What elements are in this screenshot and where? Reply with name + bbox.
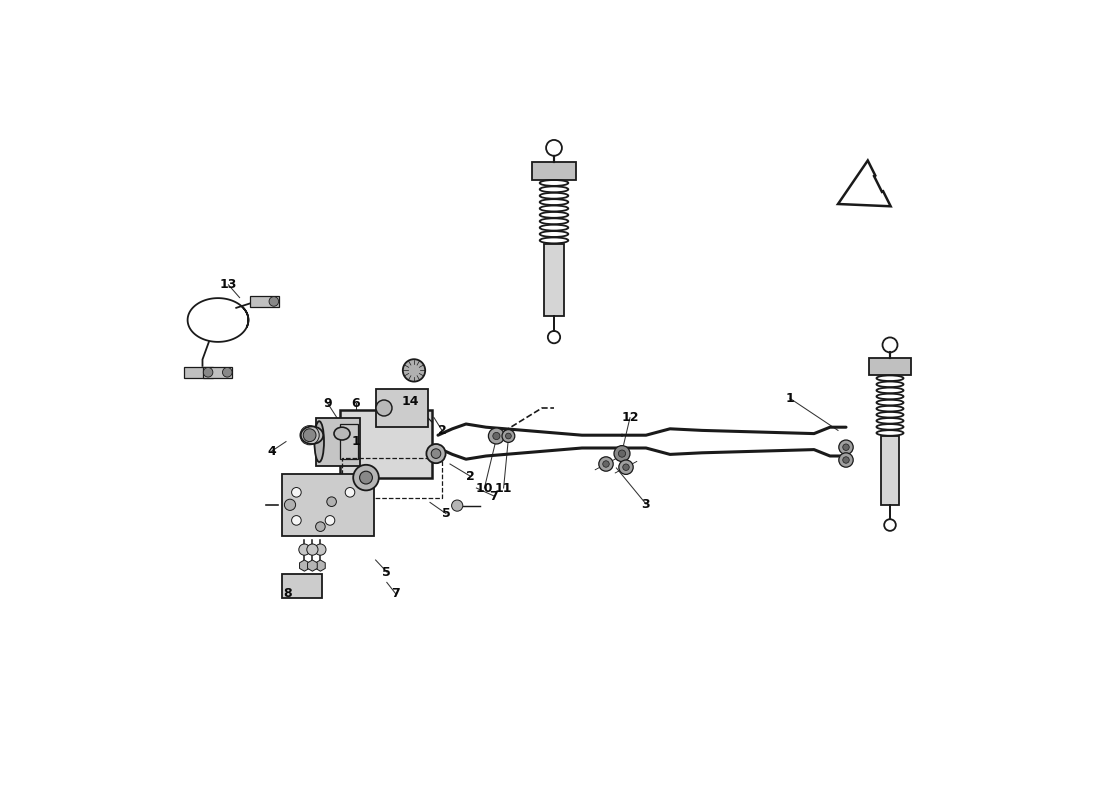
Circle shape <box>623 464 629 470</box>
Circle shape <box>292 515 301 525</box>
Ellipse shape <box>300 426 323 444</box>
Bar <box>881 436 900 505</box>
Circle shape <box>299 544 310 555</box>
Text: 6: 6 <box>351 397 360 410</box>
Text: 5: 5 <box>441 507 450 520</box>
Text: 1: 1 <box>785 392 794 405</box>
Text: 9: 9 <box>323 397 332 410</box>
Bar <box>282 474 374 536</box>
Circle shape <box>843 457 849 463</box>
Bar <box>250 296 278 307</box>
Circle shape <box>345 487 355 497</box>
Text: 4: 4 <box>267 445 276 458</box>
Text: 11: 11 <box>495 482 513 494</box>
Bar <box>406 370 421 376</box>
Circle shape <box>307 544 318 555</box>
Circle shape <box>403 359 426 382</box>
Circle shape <box>452 500 463 511</box>
Bar <box>316 418 360 466</box>
Circle shape <box>843 444 849 450</box>
Bar <box>342 458 442 498</box>
Text: 1: 1 <box>352 435 361 448</box>
Bar <box>869 358 911 375</box>
Circle shape <box>603 461 609 467</box>
Circle shape <box>304 429 316 442</box>
Bar <box>184 366 213 378</box>
Circle shape <box>427 444 446 463</box>
Circle shape <box>292 487 301 497</box>
Ellipse shape <box>334 427 350 440</box>
Circle shape <box>285 499 296 510</box>
Circle shape <box>353 465 378 490</box>
Circle shape <box>431 449 441 458</box>
Text: 3: 3 <box>641 498 650 510</box>
Text: 10: 10 <box>475 482 493 494</box>
Circle shape <box>619 460 634 474</box>
Circle shape <box>839 440 854 454</box>
Circle shape <box>376 400 392 416</box>
Circle shape <box>327 497 337 506</box>
Circle shape <box>839 453 854 467</box>
Circle shape <box>488 428 505 444</box>
Circle shape <box>360 471 373 484</box>
Circle shape <box>222 367 232 377</box>
Text: 2: 2 <box>465 470 474 482</box>
Text: 7: 7 <box>490 490 498 502</box>
Text: 13: 13 <box>220 278 238 291</box>
Text: 7: 7 <box>392 587 400 600</box>
Circle shape <box>316 522 326 531</box>
Bar <box>544 243 564 316</box>
Circle shape <box>326 515 334 525</box>
Text: 8: 8 <box>284 587 292 600</box>
Bar <box>532 162 576 180</box>
Circle shape <box>506 433 512 439</box>
Bar <box>204 366 232 378</box>
Circle shape <box>315 544 326 555</box>
Text: 5: 5 <box>383 566 392 578</box>
Circle shape <box>502 430 515 442</box>
Text: 2: 2 <box>438 424 447 437</box>
Text: 14: 14 <box>403 395 419 408</box>
Circle shape <box>618 450 626 458</box>
Text: 12: 12 <box>621 411 639 424</box>
Bar <box>282 574 322 598</box>
Circle shape <box>493 432 500 440</box>
Circle shape <box>270 297 278 306</box>
Ellipse shape <box>315 421 324 462</box>
Bar <box>340 424 359 459</box>
Bar <box>340 410 432 478</box>
Circle shape <box>614 446 630 462</box>
Circle shape <box>598 457 613 471</box>
Circle shape <box>204 367 213 377</box>
Bar <box>376 389 428 427</box>
